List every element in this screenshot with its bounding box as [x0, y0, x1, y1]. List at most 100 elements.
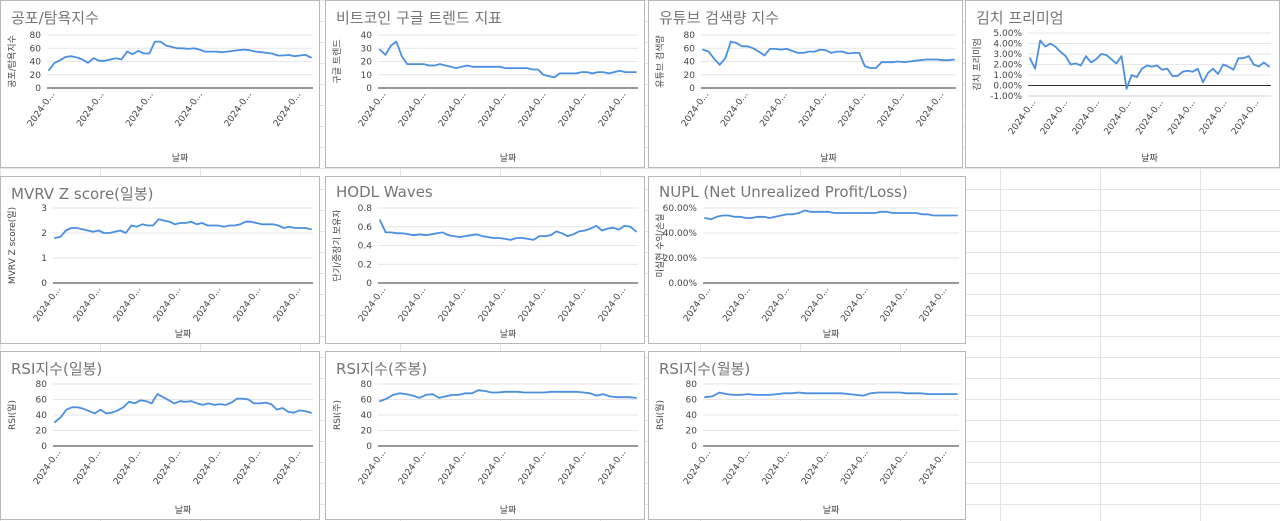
x-axis-title: 날짜	[500, 153, 517, 164]
chart-title: 공포/탐욕지수	[11, 9, 99, 27]
chart-hodl-waves[interactable]: HODL Waves 0 0.2 0.4 0.6 0.8 2024-0... 2024-0.…	[325, 176, 645, 344]
x-tick-label: 2024-0...	[837, 90, 868, 129]
y-tick-label: 80	[686, 380, 698, 390]
chart-mvrv-z-score[interactable]: MVRV Z score(일봉) 0 1 2 3 2024-0... 2024-0... 2…	[0, 176, 320, 344]
x-tick-label: 2024-0...	[798, 90, 829, 129]
x-tick-label: 2024-0...	[174, 90, 205, 129]
chart-youtube-search[interactable]: 유튜브 검색량 지수 0 20 40 60 80 2024-0... 2024-0... 20…	[648, 0, 963, 168]
y-tick-label: 5.00%	[993, 29, 1022, 39]
x-tick-label: 2024-0...	[1007, 98, 1038, 137]
x-tick-label: 2024-0...	[477, 448, 508, 487]
x-tick-label: 2024-0...	[761, 448, 792, 487]
chart-plot-area: 0 1 2 3 2024-0... 2024-0... 2024-0... 2024-0...…	[7, 204, 313, 340]
series-line	[48, 40, 312, 71]
x-tick-label: 2024-0...	[357, 448, 388, 487]
y-axis-title: 김치 프리미엄	[971, 38, 983, 91]
series-line	[379, 40, 637, 79]
x-tick-label: 2024-0...	[1230, 98, 1261, 137]
x-tick-label: 2024-0...	[721, 285, 752, 324]
x-tick-label: 2024-0...	[437, 448, 468, 487]
x-tick-label: 2024-0...	[597, 448, 628, 487]
x-tick-label: 2024-0...	[232, 285, 263, 324]
x-tick-label: 2024-0...	[26, 90, 57, 129]
chart-plot-area: 0 20 40 60 80 2024-0... 2024-0... 2024-0... 2024…	[332, 380, 638, 516]
x-axis-title: 날짜	[1141, 153, 1158, 164]
y-tick-label: 40	[30, 58, 42, 68]
y-tick-label: -1.00%	[990, 92, 1022, 102]
chart-google-trends[interactable]: 비트코인 구글 트렌드 지표 0 10 20 30 40 2024-0... 2024-0.…	[325, 0, 645, 168]
x-axis-title: 날짜	[823, 329, 840, 340]
x-tick-label: 2024-0...	[75, 90, 106, 129]
y-tick-label: 40	[36, 411, 48, 421]
x-tick-label: 2024-0...	[437, 90, 468, 129]
x-tick-label: 2024-0...	[397, 285, 428, 324]
x-tick-label: 2024-0...	[800, 448, 831, 487]
x-tick-label: 2024-0...	[597, 90, 628, 129]
y-tick-label: 80	[30, 31, 42, 41]
x-tick-label: 2024-0...	[272, 285, 303, 324]
chart-nupl[interactable]: NUPL (Net Unrealized Profit/Loss) 0.00% 2…	[648, 176, 966, 344]
x-tick-label: 2024-0...	[124, 90, 155, 129]
y-tick-label: 60.00%	[663, 204, 698, 214]
x-tick-label: 2024-0...	[918, 448, 949, 487]
x-tick-label: 2024-0...	[192, 285, 223, 324]
chart-title: HODL Waves	[336, 183, 433, 201]
x-tick-label: 2024-0...	[918, 285, 949, 324]
x-tick-label: 2024-0...	[72, 285, 103, 324]
x-tick-label: 2024-0...	[1166, 98, 1197, 137]
x-tick-label: 2024-0...	[397, 90, 428, 129]
x-tick-label: 2024-0...	[682, 448, 713, 487]
y-tick-label: 0	[689, 84, 695, 94]
y-axis-title: RSI(월)	[654, 400, 666, 430]
chart-rsi-monthly[interactable]: RSI지수(월봉) 0 20 40 60 80 2024-0... 2024-0... 202…	[648, 351, 966, 520]
y-tick-label: 20	[686, 427, 698, 437]
chart-plot-area: 0.00% 20.00% 40.00% 60.00% 2024-0... 2024-0..…	[654, 204, 959, 340]
x-tick-label: 2024-0...	[1071, 98, 1102, 137]
y-tick-label: 80	[361, 380, 373, 390]
x-tick-label: 2024-0...	[272, 448, 303, 487]
chart-title: 비트코인 구글 트렌드 지표	[336, 9, 503, 27]
x-tick-label: 2024-0...	[437, 285, 468, 324]
y-tick-label: 0.2	[358, 260, 372, 270]
y-axis-title: MVRV Z score(일)	[7, 207, 18, 284]
y-tick-label: 60	[684, 44, 696, 54]
chart-kimchi-premium[interactable]: 김치 프리미엄 -1.00% 0.00% 1.00% 2.00% 3.00% 4.00% 5…	[965, 0, 1280, 168]
x-tick-label: 2024-0...	[800, 285, 831, 324]
y-tick-label: 0	[366, 279, 372, 289]
y-tick-label: 0.00%	[668, 279, 697, 289]
chart-title: MVRV Z score(일봉)	[11, 185, 154, 203]
x-tick-label: 2024-0...	[680, 90, 711, 129]
chart-title: RSI지수(월봉)	[659, 360, 751, 378]
x-tick-label: 2024-0...	[223, 90, 254, 129]
chart-fear-greed-index[interactable]: 공포/탐욕지수 0 20 40 60 80 2024-0... 2024-0... 2024-…	[0, 0, 320, 168]
chart-rsi-weekly[interactable]: RSI지수(주봉) 0 20 40 60 80 2024-0... 2024-0... 202…	[325, 351, 645, 520]
x-tick-label: 2024-0...	[32, 448, 63, 487]
y-tick-label: 1.00%	[993, 71, 1022, 81]
x-tick-label: 2024-0...	[719, 90, 750, 129]
y-tick-label: 3.00%	[993, 50, 1022, 60]
y-tick-label: 40.00%	[663, 229, 698, 239]
y-tick-label: 20	[361, 427, 373, 437]
series-line	[702, 40, 955, 69]
x-tick-label: 2024-0...	[357, 90, 388, 129]
y-tick-label: 20	[684, 71, 696, 81]
y-tick-label: 40	[684, 58, 696, 68]
y-tick-label: 4.00%	[993, 40, 1022, 50]
y-tick-label: 2	[41, 229, 47, 239]
series-line	[54, 218, 312, 239]
x-tick-label: 2024-0...	[557, 90, 588, 129]
y-tick-label: 0	[366, 442, 372, 452]
y-axis-title: 미실현 수익/손실	[654, 214, 666, 278]
y-axis-title: RSI(주)	[332, 400, 343, 430]
y-tick-label: 0.8	[358, 204, 373, 214]
x-tick-label: 2024-0...	[112, 285, 143, 324]
chart-rsi-daily[interactable]: RSI지수(일봉) 0 20 40 60 80 2024-0... 2024-0... 202…	[0, 351, 320, 520]
chart-title: RSI지수(주봉)	[336, 360, 428, 378]
x-axis-title: 날짜	[820, 153, 837, 164]
y-tick-label: 80	[684, 31, 696, 41]
x-tick-label: 2024-0...	[477, 90, 508, 129]
x-tick-label: 2024-0...	[1039, 98, 1070, 137]
series-line	[704, 209, 958, 221]
x-tick-label: 2024-0...	[721, 448, 752, 487]
x-tick-label: 2024-0...	[682, 285, 713, 324]
